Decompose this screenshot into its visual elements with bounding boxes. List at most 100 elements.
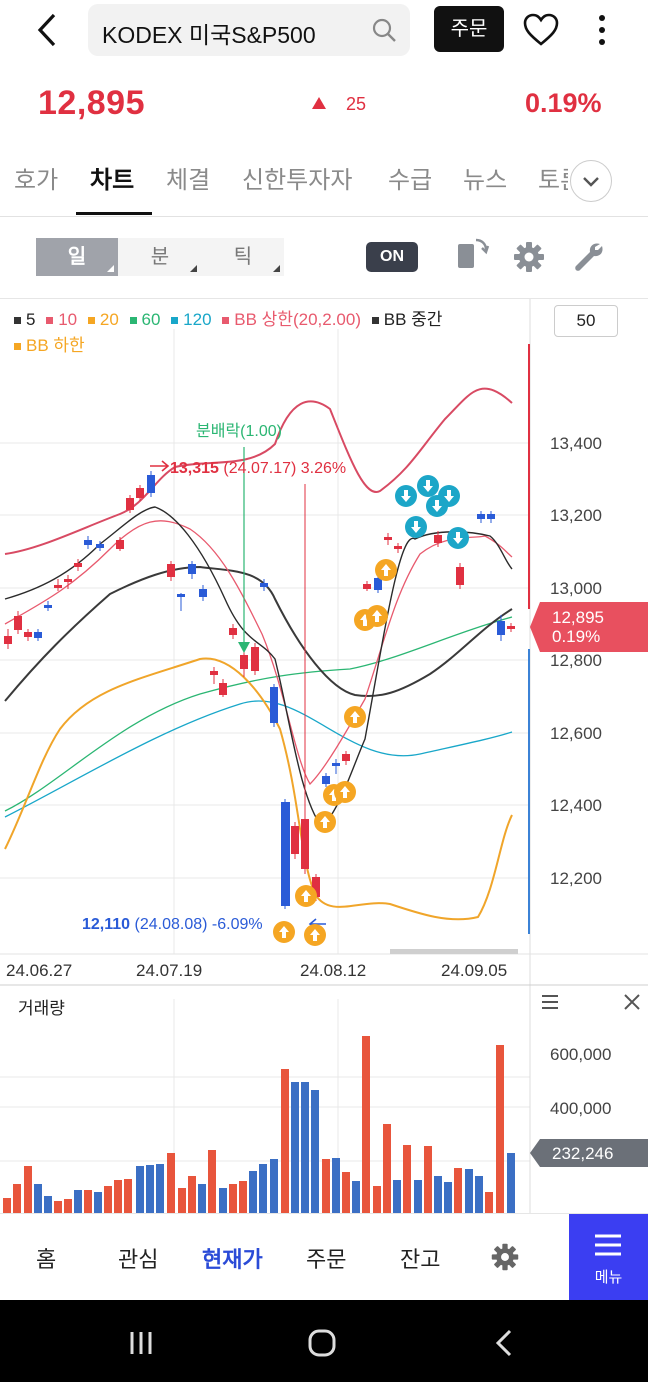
period-day-button[interactable]: 일 [36, 238, 118, 276]
settings-gear-icon[interactable] [490, 1242, 520, 1272]
tab-trades[interactable]: 체결 [166, 167, 211, 194]
home-icon[interactable] [307, 1328, 337, 1358]
tab-discussion[interactable]: 토론 [538, 167, 568, 194]
period-minute-label: 분 [150, 246, 170, 268]
system-navigation-bar [0, 1300, 648, 1382]
wrench-icon[interactable] [572, 240, 606, 274]
volume-current-value: 232,246 [552, 1144, 613, 1163]
nav-watchlist[interactable]: 관심 [118, 1247, 159, 1272]
nav-current-price[interactable]: 현재가 [202, 1247, 263, 1272]
sell-signal-icon [447, 527, 469, 549]
legend-bb-middle-label: BB 중간 [383, 310, 443, 329]
y-tick-label: 13,400 [550, 434, 602, 453]
sell-signal-icon [426, 495, 448, 517]
ma60-line [4, 616, 513, 812]
legend-ma120: 120 [171, 310, 212, 329]
sell-signal-icon [405, 516, 427, 538]
legend-ma5-label: 5 [26, 310, 36, 329]
active-tab-indicator [76, 212, 152, 215]
tab-supply[interactable]: 수급 [388, 167, 433, 194]
period-count-box[interactable]: 50 [554, 305, 618, 337]
y-tick-label: 12,400 [550, 796, 602, 815]
legend-bb-lower-label: BB 하한 [26, 336, 85, 355]
bb-upper-line [4, 387, 513, 555]
hamburger-icon[interactable] [540, 992, 560, 1012]
legend-ma5: 5 [14, 310, 35, 329]
buy-signal-icon [304, 924, 326, 946]
x-tick-label: 24.06.27 [6, 961, 72, 980]
y-tick-label: 12,200 [550, 869, 602, 888]
buy-signal-icon [295, 885, 317, 907]
legend-ma10: 10 [46, 310, 77, 329]
dividend-label: 분배락(1.00) [196, 422, 282, 440]
back-icon[interactable] [492, 1328, 516, 1358]
buy-signals [273, 559, 397, 946]
legend-bb-upper-label: BB 상한(20,2.00) [234, 310, 362, 329]
low-annotation-text: 12,110 (24.08.08) -6.09% [82, 916, 263, 933]
tab-orderbook[interactable]: 호가 [14, 167, 59, 194]
up-triangle-icon [311, 96, 327, 110]
y-tick-label: 13,200 [550, 506, 602, 525]
y-tick-label: 13,000 [550, 579, 602, 598]
price-change: 25 [346, 94, 367, 114]
low-pct: -6.09% [212, 916, 263, 933]
tab-shinhan-investor[interactable]: 신한투자자 [242, 167, 353, 194]
volume-tick-label: 400,000 [550, 1099, 611, 1118]
volume-current-tag: 232,246 [530, 1139, 648, 1167]
buy-signal-icon [344, 706, 366, 728]
volume-title: 거래량 [18, 999, 65, 1018]
tab-bar: 호가 차트 체결 신한투자자 수급 뉴스 토론 [0, 150, 648, 217]
rotate-screen-icon[interactable] [454, 236, 490, 272]
back-arrow-icon[interactable] [30, 10, 66, 50]
search-icon[interactable] [370, 16, 398, 44]
sell-signal-icon [395, 485, 417, 507]
chart-toolbar: 일 분 틱 ON [0, 216, 648, 299]
menu-label: 메뉴 [594, 1269, 623, 1286]
bb-middle-line [4, 565, 513, 702]
candles [4, 471, 515, 909]
ma120-line [4, 700, 513, 818]
close-icon[interactable] [622, 992, 642, 1012]
period-selector: 일 분 틱 [36, 238, 284, 276]
menu-button[interactable]: 메뉴 [569, 1214, 648, 1301]
x-tick-label: 24.08.12 [300, 961, 366, 980]
bottom-navigation: 홈 관심 현재가 주문 잔고 메뉴 [0, 1213, 648, 1301]
low-annotation: 12,110 (24.08.08) -6.09% [82, 484, 326, 933]
chart-grid [0, 329, 530, 1213]
low-date: (24.08.08) [135, 916, 208, 933]
search-bar[interactable]: KODEX 미국S&P500 [88, 4, 410, 56]
buy-signal-icon [366, 605, 388, 627]
more-vertical-icon[interactable] [590, 12, 614, 48]
legend-bb-upper: BB 상한(20,2.00) [222, 310, 361, 329]
price-change-percent: 0.19% [525, 88, 602, 118]
tab-news[interactable]: 뉴스 [463, 167, 508, 194]
nav-balance[interactable]: 잔고 [400, 1247, 441, 1272]
chevron-down-icon[interactable] [570, 160, 612, 202]
period-minute-button[interactable]: 분 [119, 238, 201, 276]
x-axis-labels: 24.06.27 24.07.19 24.08.12 24.09.05 [6, 961, 507, 980]
nav-order[interactable]: 주문 [306, 1247, 347, 1272]
price-chart[interactable]: 분배락(1.00) 13,315 (24.07.17) 3.26% 12,110… [0, 299, 648, 1213]
app-header: KODEX 미국S&P500 주문 [0, 0, 648, 62]
period-tick-label: 틱 [233, 246, 253, 268]
legend-ma10-label: 10 [58, 310, 78, 329]
menu-icon [595, 1234, 621, 1256]
nav-home[interactable]: 홈 [36, 1247, 57, 1272]
x-tick-label: 24.09.05 [441, 961, 507, 980]
heart-icon[interactable] [522, 12, 560, 48]
period-tick-button[interactable]: 틱 [202, 238, 284, 276]
gear-icon[interactable] [512, 240, 546, 274]
recent-apps-icon[interactable] [128, 1330, 154, 1356]
on-toggle-button[interactable]: ON [366, 242, 418, 272]
tab-chart[interactable]: 차트 [90, 167, 135, 194]
order-button[interactable]: 주문 [434, 6, 504, 52]
dividend-marker: 분배락(1.00) [196, 422, 282, 653]
buy-signal-icon [375, 559, 397, 581]
chart-legend: 5 10 20 60 120 BB 상한(20,2.00) BB 중간 BB 하… [14, 307, 514, 359]
search-input[interactable]: KODEX 미국S&P500 [102, 22, 316, 48]
x-tick-label: 24.07.19 [136, 961, 202, 980]
buy-signal-icon [273, 921, 295, 943]
legend-bb-lower: BB 하한 [14, 336, 85, 355]
legend-ma120-label: 120 [183, 310, 212, 329]
chart-scrollbar[interactable] [390, 949, 518, 954]
